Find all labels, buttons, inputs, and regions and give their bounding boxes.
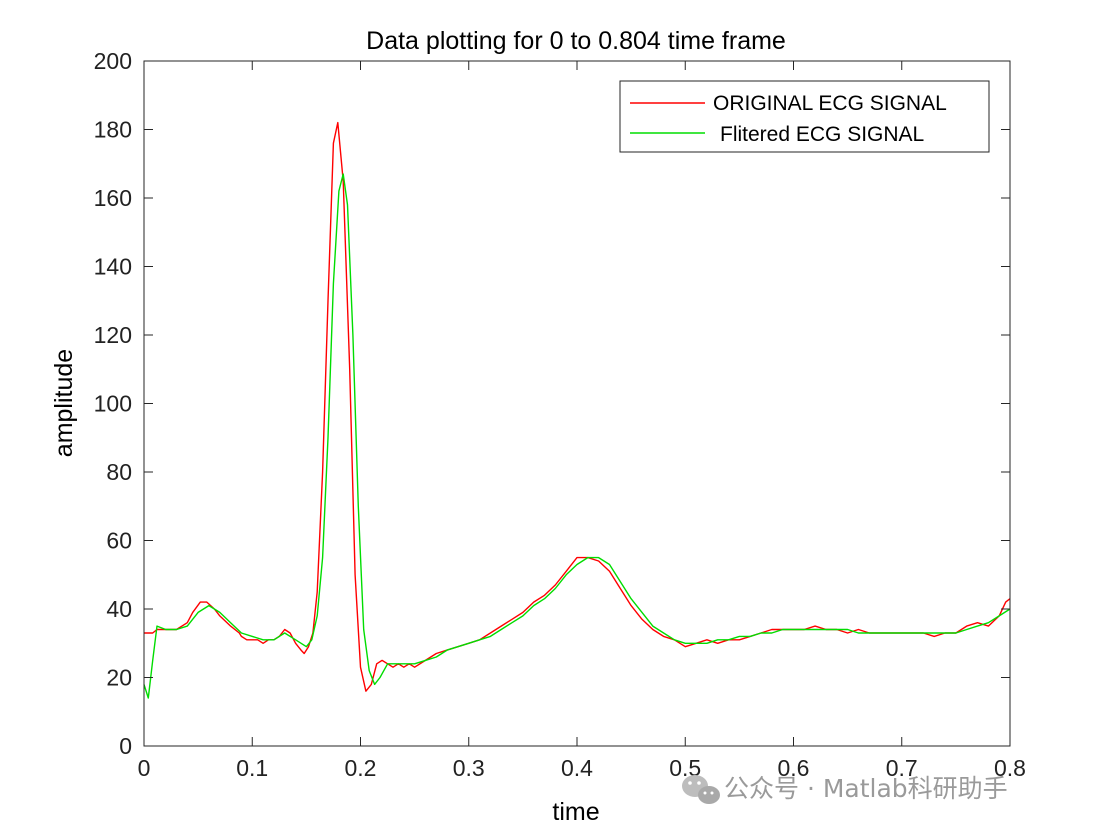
x-tick-label: 0.7 [886,755,918,781]
x-tick-label: 0 [138,755,151,781]
y-tick-label: 160 [94,185,132,211]
series-filtered-ecg [143,173,1011,699]
y-tick-label: 120 [94,322,132,348]
chart-title: Data plotting for 0 to 0.804 time frame [366,27,786,55]
legend-box [619,80,990,153]
y-tick-label: 0 [119,733,132,759]
x-axis-label: time [552,798,599,826]
y-tick-label: 200 [94,48,132,74]
series-layer [143,121,1011,699]
wechat-icon [682,775,720,804]
watermark-text: 公众号 · Matlab科研助手 [724,774,1008,803]
plot-background [144,61,1010,746]
y-tick-label: 60 [106,528,132,554]
plot-area: 0 0.1 0.2 0.3 0.4 0.5 0.6 0.7 0.8 02040608010012… [94,48,1026,781]
legend: ORIGINAL ECG SIGNAL Flitered ECG SIGNAL [619,80,990,153]
legend-label-filtered: Flitered ECG SIGNAL [720,123,924,146]
y-tick-label: 80 [106,459,132,485]
x-ticks: 0 0.1 0.2 0.3 0.4 0.5 0.6 0.7 0.8 [138,61,1026,781]
x-tick-label: 0.6 [778,755,810,781]
x-tick-label: 0.3 [453,755,485,781]
x-tick-label: 0.8 [994,755,1026,781]
x-tick-label: 0.4 [561,755,593,781]
y-tick-label: 40 [106,596,132,622]
y-tick-label: 180 [94,117,132,143]
y-ticks: 0 20 40 60 80 100 120 140 160 180 200 [94,48,1010,759]
x-tick-label: 0.1 [236,755,268,781]
legend-label-original: ORIGINAL ECG SIGNAL [713,92,947,115]
y-axis-label: amplitude [50,349,78,457]
y-tick-label: 20 [106,665,132,691]
watermark: 公众号 · Matlab科研助手 [682,774,1008,804]
y-tick-label: 100 [94,391,132,417]
x-tick-label: 0.2 [345,755,377,781]
y-tick-label: 140 [94,254,132,280]
